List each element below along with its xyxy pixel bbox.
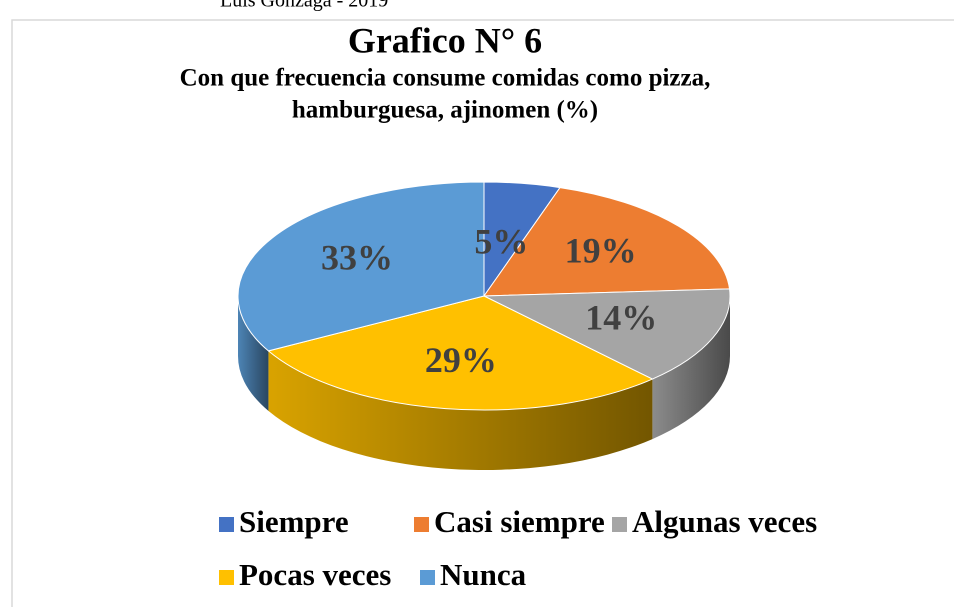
legend-swatch xyxy=(219,570,234,585)
legend-swatch xyxy=(612,517,627,532)
legend-label: Pocas veces xyxy=(239,557,391,592)
legend-swatch xyxy=(414,517,429,532)
chart-subtitle: hamburguesa, ajinomen (%) xyxy=(292,97,598,124)
legend-label: Siempre xyxy=(239,504,349,539)
data-label: 19% xyxy=(565,230,637,270)
pie-slice xyxy=(483,187,731,297)
pie-slice xyxy=(237,181,485,352)
chart-title: Grafico N° 6 xyxy=(348,20,542,60)
legend-swatch xyxy=(219,517,234,532)
data-label: 29% xyxy=(425,340,497,380)
pie-side xyxy=(268,350,653,470)
legend-label: Nunca xyxy=(440,557,527,592)
pie-slice xyxy=(483,288,731,380)
pie-side xyxy=(652,296,730,440)
pie-slice xyxy=(267,295,654,411)
legend-label: Casi siempre xyxy=(434,504,605,539)
chart-subtitle: Con que frecuencia consume comidas como … xyxy=(180,65,711,92)
data-label: 5% xyxy=(474,222,528,262)
data-label: 14% xyxy=(585,297,657,337)
chart-frame xyxy=(11,19,954,607)
annotation: Luis Gonzaga - 2019 xyxy=(220,0,388,12)
legend-label: Algunas veces xyxy=(632,504,817,539)
legend-swatch xyxy=(420,570,435,585)
data-label: 33% xyxy=(321,237,393,277)
